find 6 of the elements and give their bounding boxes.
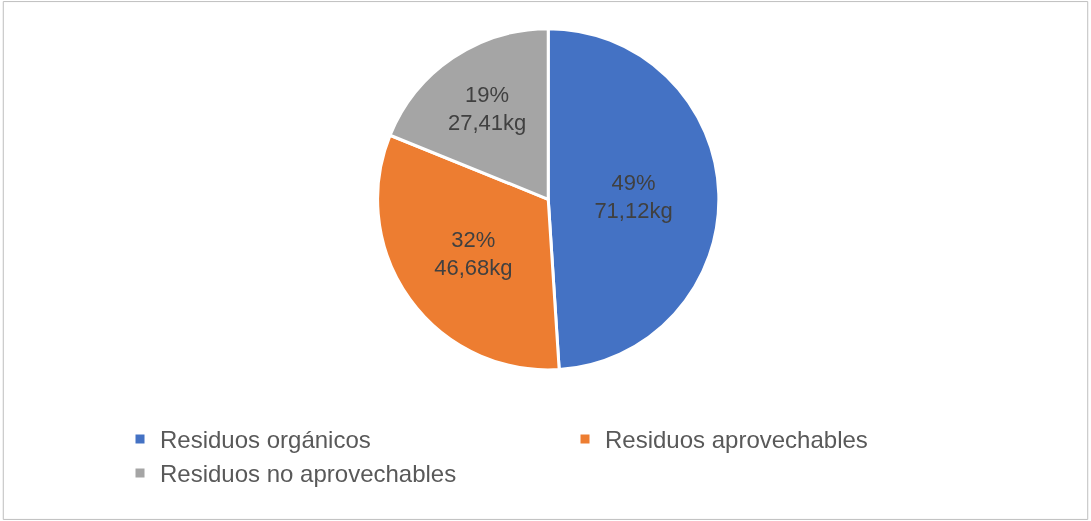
legend-label: Residuos orgánicos: [160, 426, 371, 454]
legend-label: Residuos aprovechables: [605, 426, 868, 454]
data-label: 32% 46,68kg: [434, 226, 513, 281]
legend-label: Residuos no aprovechables: [160, 460, 457, 488]
data-label: 49% 71,12kg: [594, 169, 673, 224]
data-label: 19% 27,41kg: [447, 81, 527, 136]
